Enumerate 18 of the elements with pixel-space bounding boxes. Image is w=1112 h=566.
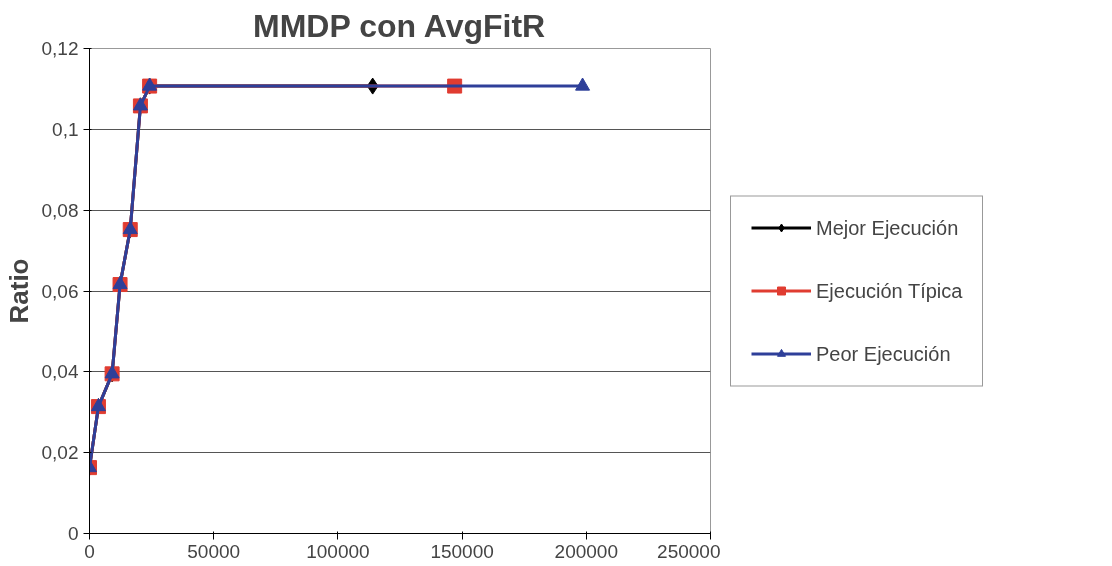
legend-label: Mejor Ejecución — [816, 216, 959, 239]
x-tick-label: 150000 — [430, 540, 494, 562]
y-axis-title: Ratio — [3, 258, 34, 324]
y-tick-label: 0,08 — [41, 199, 79, 221]
chart-title: MMDP con AvgFitR — [253, 7, 546, 44]
y-tick-label: 0,1 — [52, 118, 79, 140]
x-tick-label: 100000 — [306, 540, 370, 562]
x-tick-label: 200000 — [554, 540, 619, 562]
legend-label: Peor Ejecución — [816, 342, 951, 365]
y-tick-label: 0,12 — [41, 38, 79, 59]
y-tick-label: 0,06 — [41, 280, 79, 302]
legend-label: Ejecución Típica — [816, 279, 963, 302]
x-tick-label: 50000 — [187, 540, 241, 562]
x-tick-label: 0 — [84, 540, 95, 562]
y-tick-label: 0 — [67, 523, 79, 544]
y-tick-label: 0,04 — [41, 361, 79, 383]
x-tick-label: 250000 — [657, 540, 721, 562]
y-tick-label: 0,02 — [41, 442, 79, 464]
